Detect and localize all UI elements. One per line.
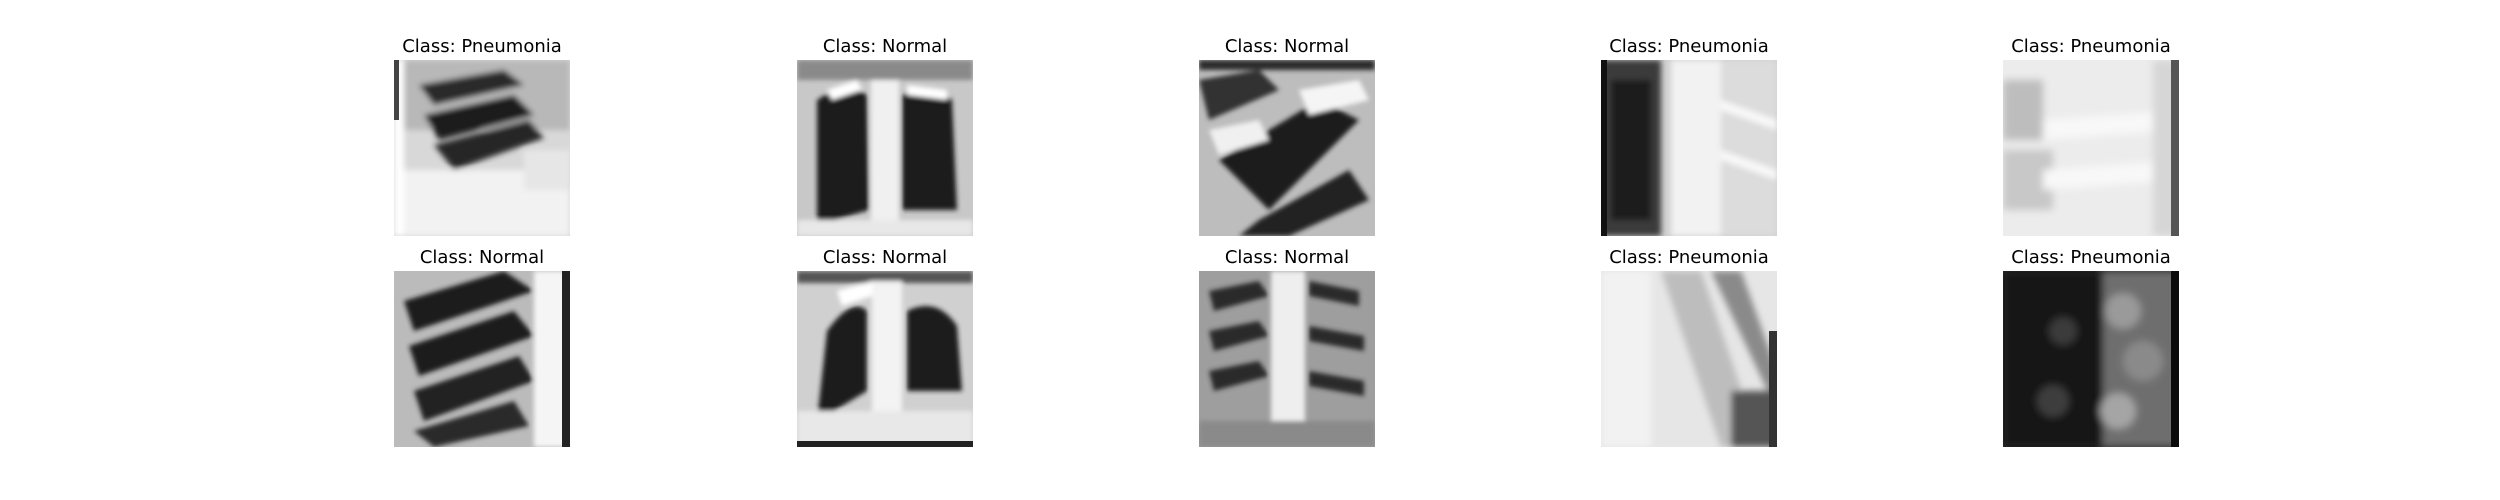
xray-image bbox=[394, 271, 570, 447]
xray-image bbox=[2003, 60, 2179, 236]
xray-image bbox=[1199, 271, 1375, 447]
panel-title: Class: Normal bbox=[822, 36, 948, 57]
xray-image bbox=[394, 60, 570, 236]
xray-image bbox=[2003, 271, 2179, 447]
xray-image bbox=[1199, 60, 1375, 236]
panel-title: Class: Pneumonia bbox=[2011, 36, 2171, 57]
xray-image bbox=[797, 271, 973, 447]
panel-title: Class: Pneumonia bbox=[1609, 247, 1769, 268]
xray-image bbox=[1601, 60, 1777, 236]
panel-title: Class: Pneumonia bbox=[402, 36, 562, 57]
panel-title: Class: Pneumonia bbox=[1609, 36, 1769, 57]
panel-title: Class: Pneumonia bbox=[2011, 247, 2171, 268]
panel-title: Class: Normal bbox=[822, 247, 948, 268]
panel-title: Class: Normal bbox=[1224, 36, 1350, 57]
xray-image bbox=[1601, 271, 1777, 447]
panel-title: Class: Normal bbox=[419, 247, 545, 268]
panel-title: Class: Normal bbox=[1224, 247, 1350, 268]
xray-image bbox=[797, 60, 973, 236]
